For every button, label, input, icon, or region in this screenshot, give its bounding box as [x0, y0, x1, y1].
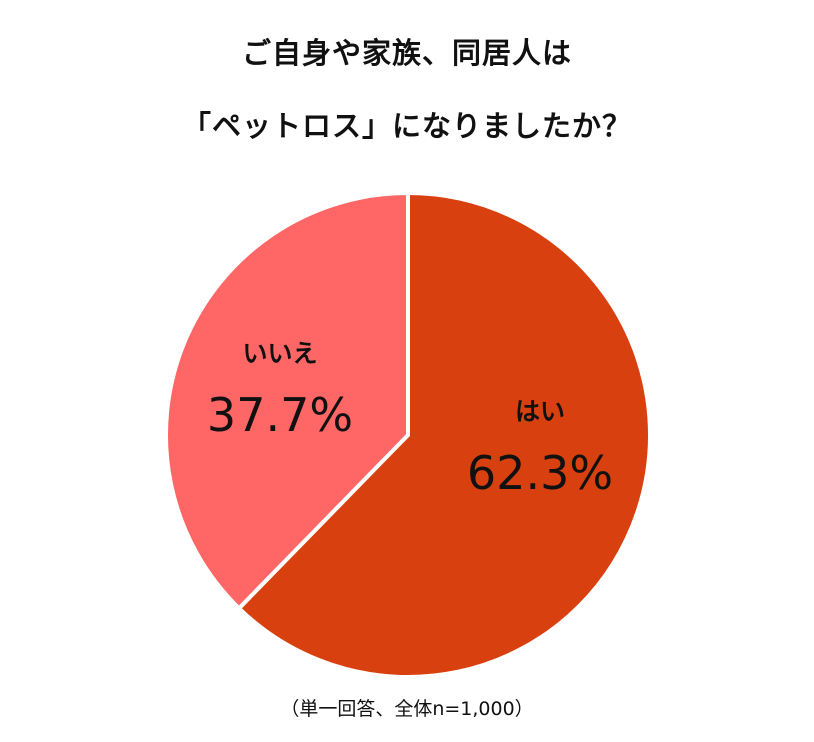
pie-slice-no [164, 190, 410, 612]
slice-label-no: いいえ 37.7% [180, 334, 380, 442]
pie-slice-yes [236, 190, 652, 679]
slice-label-no-name: いいえ [242, 339, 318, 368]
slice-label-no-value: 37.7% [206, 388, 354, 442]
slice-label-yes-name: はい [514, 397, 565, 426]
sample-note: （単一回答、全体n=1,000） [280, 698, 534, 720]
chart-title-line2: 「ペットロス」になりましたか？ [181, 109, 632, 143]
chart-title-line1: ご自身や家族、同居人は [241, 36, 572, 70]
slice-label-yes-value: 62.3% [466, 446, 614, 500]
slice-label-yes: はい 62.3% [440, 392, 640, 500]
